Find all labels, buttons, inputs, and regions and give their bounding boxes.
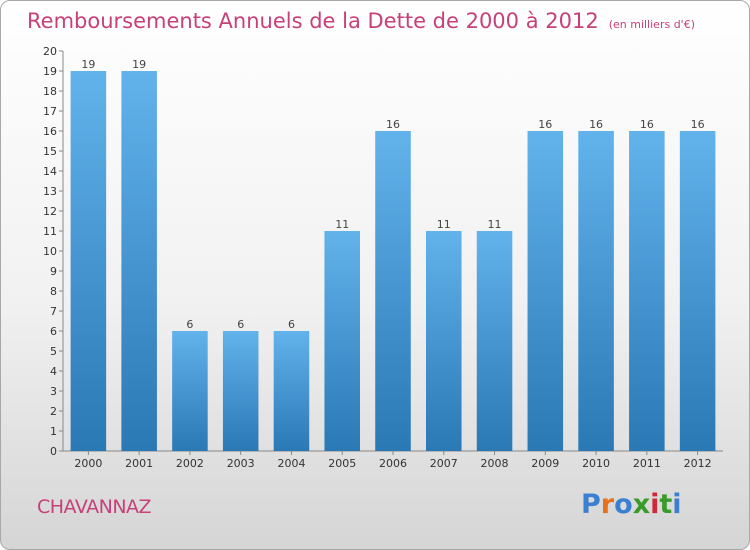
x-tick-label: 2002	[176, 457, 204, 470]
data-label: 11	[335, 218, 349, 231]
chart-title-text: Remboursements Annuels de la Dette de 20…	[27, 9, 599, 33]
data-label: 19	[132, 58, 146, 71]
y-tick-label: 5	[50, 345, 57, 358]
proxiti-logo[interactable]: Proxiti	[581, 489, 691, 523]
bar	[527, 131, 564, 451]
x-tick-label: 2003	[227, 457, 255, 470]
y-tick-label: 10	[43, 245, 57, 258]
data-label: 16	[589, 118, 603, 131]
y-tick-label: 0	[50, 445, 57, 458]
logo-letter: o	[614, 489, 633, 520]
value-labels: 19 19 6 6 6 11 16 11 11 16 16 16 16	[81, 58, 704, 331]
y-tick-label: 20	[43, 45, 57, 58]
y-tick-label: 18	[43, 85, 57, 98]
data-label: 16	[640, 118, 654, 131]
data-label: 11	[488, 218, 502, 231]
x-tick-label: 2009	[531, 457, 559, 470]
y-tick-label: 8	[50, 285, 57, 298]
bar	[273, 331, 310, 451]
bar	[578, 131, 614, 451]
x-tick-label: 2006	[379, 457, 407, 470]
bars	[70, 71, 716, 451]
bar	[426, 231, 462, 451]
chart-subtitle: (en milliers d'€)	[608, 18, 695, 31]
x-tick-label: 2004	[277, 457, 305, 470]
y-tick-label: 15	[43, 145, 57, 158]
y-tick-label: 9	[50, 265, 57, 278]
y-tick-label: 3	[50, 385, 57, 398]
x-tick-label: 2011	[633, 457, 661, 470]
x-tick-label: 2005	[328, 457, 356, 470]
y-tick-label: 17	[43, 105, 57, 118]
bar	[679, 131, 716, 451]
x-tick-label: 2000	[74, 457, 102, 470]
bar	[70, 71, 107, 451]
logo-letter: i	[650, 489, 660, 520]
y-tick-label: 6	[50, 325, 57, 338]
y-tick-label: 4	[50, 365, 57, 378]
bar	[476, 231, 513, 451]
data-label: 11	[437, 218, 451, 231]
y-tick-label: 14	[43, 165, 57, 178]
bar	[375, 131, 411, 451]
data-label: 16	[386, 118, 400, 131]
bar	[222, 331, 259, 451]
data-label: 6	[186, 318, 193, 331]
chart-title: Remboursements Annuels de la Dette de 20…	[27, 9, 695, 33]
bar	[172, 331, 208, 451]
logo-letter: i	[672, 489, 682, 520]
data-label: 16	[538, 118, 552, 131]
y-tick-label: 7	[50, 305, 57, 318]
data-label: 6	[288, 318, 295, 331]
bar	[121, 71, 157, 451]
x-tick-label: 2008	[481, 457, 509, 470]
y-tick-label: 1	[50, 425, 57, 438]
x-tick-label: 2012	[684, 457, 712, 470]
data-label: 19	[81, 58, 95, 71]
y-tick-label: 19	[43, 65, 57, 78]
x-tick-label: 2001	[125, 457, 153, 470]
logo-letter: r	[600, 489, 615, 520]
logo-letter: x	[632, 489, 651, 520]
x-tick-label: 2010	[582, 457, 610, 470]
logo-letter: P	[581, 489, 601, 520]
y-tick-label: 13	[43, 185, 57, 198]
y-tick-label: 12	[43, 205, 57, 218]
x-tick-label: 2007	[430, 457, 458, 470]
y-tick-label: 11	[43, 225, 57, 238]
data-label: 6	[237, 318, 244, 331]
logo-letter: t	[659, 489, 673, 520]
y-tick-label: 2	[50, 405, 57, 418]
bar	[629, 131, 665, 451]
data-label: 16	[691, 118, 705, 131]
y-tick-label: 16	[43, 125, 57, 138]
bar	[324, 231, 360, 451]
town-name: CHAVANNAZ	[37, 496, 152, 518]
